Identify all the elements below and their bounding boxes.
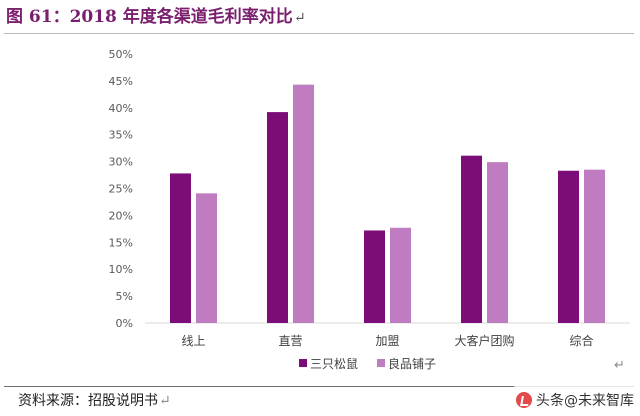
figure-title: 图 61：2018 年度各渠道毛利率对比↵ — [6, 4, 306, 31]
legend-swatch — [299, 359, 307, 367]
bar-three-squirrels-2 — [364, 230, 385, 323]
bar-bestore-3 — [487, 162, 508, 323]
watermark-text: 头条@未来智库 — [536, 393, 634, 409]
y-tick-label: 25% — [109, 183, 133, 196]
chart-area: 0% 5% 10% 15% 20% 25% 30% 35% 40% 45% 50% 线上 直营 加盟 大客户… — [0, 36, 640, 384]
y-tick-label: 50% — [109, 48, 133, 61]
title-divider — [4, 33, 634, 34]
x-tick-label: 直营 — [278, 334, 302, 348]
watermark: 头条@未来智库 — [512, 386, 638, 414]
return-mark-icon: ↵ — [614, 358, 625, 373]
bar-bestore-0 — [196, 193, 217, 323]
x-tick-label: 线上 — [181, 334, 205, 348]
legend-label: 三只松鼠 — [310, 357, 358, 371]
figure-title-text: 图 61：2018 年度各渠道毛利率对比 — [6, 7, 293, 27]
bar-three-squirrels-1 — [267, 112, 288, 323]
x-tick-label: 加盟 — [375, 334, 399, 348]
return-mark-icon: ↵ — [159, 393, 171, 409]
bar-bestore-1 — [293, 84, 314, 323]
bar-chart: 0% 5% 10% 15% 20% 25% 30% 35% 40% 45% 50% 线上 直营 加盟 大客户… — [109, 48, 630, 371]
legend-label: 良品铺子 — [388, 356, 436, 371]
y-tick-label: 10% — [109, 263, 133, 276]
bar-three-squirrels-4 — [558, 170, 579, 323]
y-tick-label: 5% — [116, 290, 133, 303]
y-tick-label: 20% — [109, 209, 133, 222]
y-tick-label: 45% — [109, 75, 133, 88]
x-tick-label: 大客户团购 — [454, 333, 514, 348]
x-tick-label: 综合 — [569, 333, 593, 348]
toutiao-logo-icon — [516, 392, 532, 408]
source-text: 资料来源：招股说明书 — [18, 393, 158, 409]
y-tick-label: 15% — [109, 236, 133, 249]
y-tick-label: 40% — [109, 102, 133, 115]
bar-three-squirrels-3 — [461, 155, 482, 323]
y-tick-label: 30% — [109, 156, 133, 169]
return-mark-icon: ↵ — [293, 10, 306, 26]
bar-bestore-2 — [390, 227, 411, 323]
source-note: 资料来源：招股说明书↵ — [18, 390, 171, 410]
y-tick-label: 35% — [109, 129, 133, 142]
bar-three-squirrels-0 — [170, 173, 191, 323]
source-divider — [4, 386, 634, 387]
legend-swatch — [377, 359, 385, 367]
bar-bestore-4 — [584, 169, 605, 323]
y-tick-label: 0% — [116, 317, 133, 330]
